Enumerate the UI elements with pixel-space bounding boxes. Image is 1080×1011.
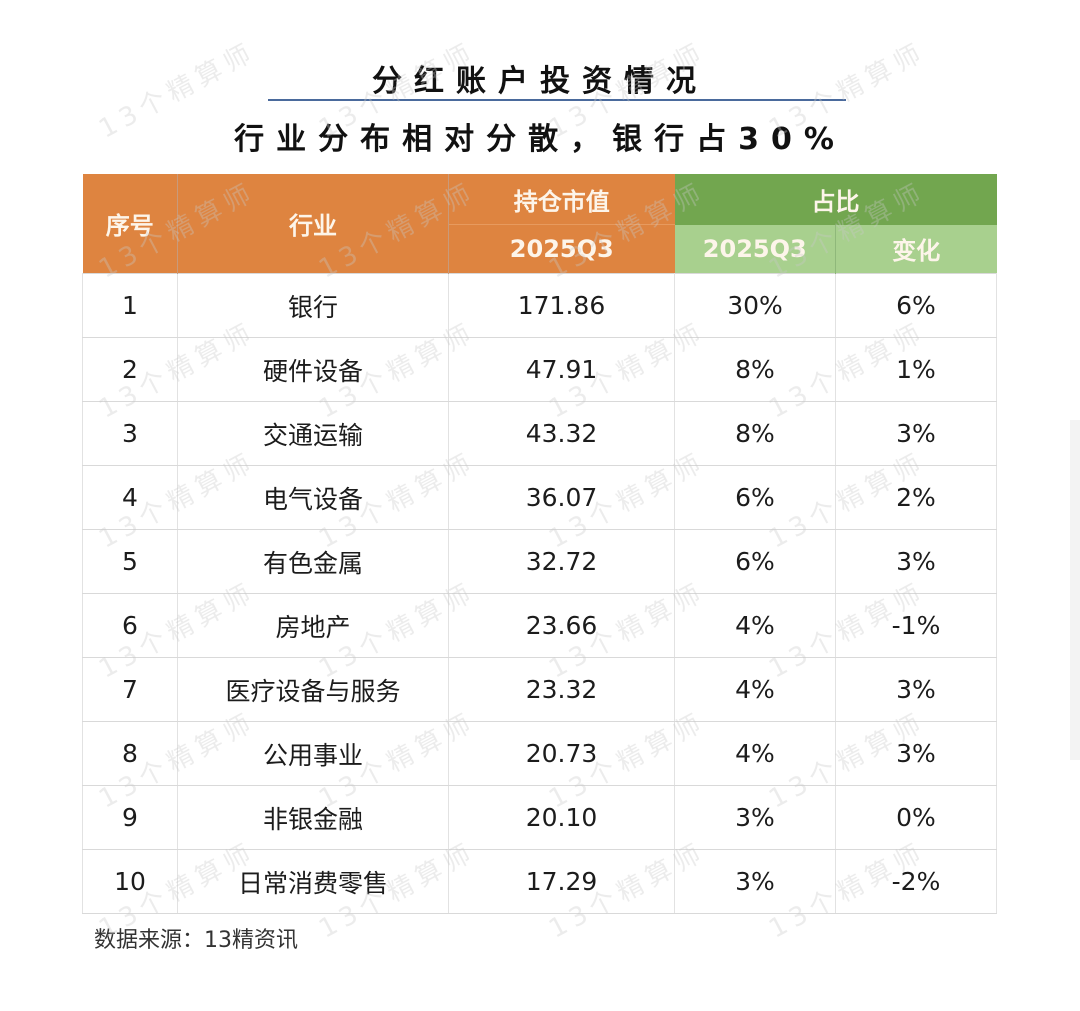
row-industry: 交通运输 — [177, 401, 449, 466]
row-market-value: 23.66 — [448, 593, 675, 658]
row-change: -2% — [835, 849, 997, 914]
row-index: 2 — [82, 337, 178, 402]
row-industry: 非银金融 — [177, 785, 449, 850]
row-market-value: 43.32 — [448, 401, 675, 466]
column-header-share-change: 变化 — [835, 224, 997, 274]
table-row: 4 电气设备 36.07 6% 2% — [82, 465, 997, 530]
column-header-industry: 行业 — [177, 174, 449, 274]
column-header-market-value-period: 2025Q3 — [448, 224, 675, 274]
column-header-market-value: 持仓市值 — [448, 174, 675, 225]
row-market-value: 23.32 — [448, 657, 675, 722]
row-share: 4% — [674, 593, 836, 658]
table-row: 5 有色金属 32.72 6% 3% — [82, 529, 997, 594]
table-row: 8 公用事业 20.73 4% 3% — [82, 721, 997, 786]
row-index: 10 — [82, 849, 178, 914]
row-market-value: 171.86 — [448, 273, 675, 338]
row-industry: 有色金属 — [177, 529, 449, 594]
title-divider — [268, 99, 846, 101]
row-share: 30% — [674, 273, 836, 338]
row-share: 8% — [674, 401, 836, 466]
row-change: 2% — [835, 465, 997, 530]
row-industry: 银行 — [177, 273, 449, 338]
page-subtitle: 行业分布相对分散，银行占30% — [234, 122, 846, 157]
row-market-value: 47.91 — [448, 337, 675, 402]
row-share: 8% — [674, 337, 836, 402]
row-industry: 房地产 — [177, 593, 449, 658]
column-header-index: 序号 — [82, 174, 178, 274]
row-index: 6 — [82, 593, 178, 658]
column-header-share: 占比 — [674, 174, 997, 225]
table-row: 7 医疗设备与服务 23.32 4% 3% — [82, 657, 997, 722]
row-index: 8 — [82, 721, 178, 786]
table-row: 2 硬件设备 47.91 8% 1% — [82, 337, 997, 402]
edge-shadow — [1070, 420, 1080, 760]
row-index: 4 — [82, 465, 178, 530]
row-industry: 医疗设备与服务 — [177, 657, 449, 722]
row-index: 7 — [82, 657, 178, 722]
row-change: 0% — [835, 785, 997, 850]
page-title: 分红账户投资情况 — [372, 64, 708, 99]
row-market-value: 36.07 — [448, 465, 675, 530]
table-row: 1 银行 171.86 30% 6% — [82, 273, 997, 338]
table-row: 9 非银金融 20.10 3% 0% — [82, 785, 997, 850]
row-share: 6% — [674, 529, 836, 594]
data-source-note: 数据来源：13精资讯 — [94, 928, 298, 953]
row-change: 3% — [835, 657, 997, 722]
row-change: 1% — [835, 337, 997, 402]
row-index: 5 — [82, 529, 178, 594]
row-industry: 电气设备 — [177, 465, 449, 530]
row-industry: 公用事业 — [177, 721, 449, 786]
table-row: 3 交通运输 43.32 8% 3% — [82, 401, 997, 466]
row-change: -1% — [835, 593, 997, 658]
row-share: 4% — [674, 721, 836, 786]
table-row: 6 房地产 23.66 4% -1% — [82, 593, 997, 658]
row-market-value: 17.29 — [448, 849, 675, 914]
column-header-share-period: 2025Q3 — [674, 224, 836, 274]
row-change: 3% — [835, 401, 997, 466]
row-share: 4% — [674, 657, 836, 722]
row-industry: 日常消费零售 — [177, 849, 449, 914]
row-market-value: 20.10 — [448, 785, 675, 850]
row-index: 3 — [82, 401, 178, 466]
industry-allocation-table: 序号 行业 持仓市值 占比 2025Q3 2025Q3 变化 1 银行 171.… — [82, 174, 997, 914]
row-industry: 硬件设备 — [177, 337, 449, 402]
row-market-value: 20.73 — [448, 721, 675, 786]
row-index: 1 — [82, 273, 178, 338]
row-change: 3% — [835, 721, 997, 786]
row-index: 9 — [82, 785, 178, 850]
row-share: 3% — [674, 849, 836, 914]
row-market-value: 32.72 — [448, 529, 675, 594]
row-change: 6% — [835, 273, 997, 338]
row-share: 3% — [674, 785, 836, 850]
row-share: 6% — [674, 465, 836, 530]
table-row: 10 日常消费零售 17.29 3% -2% — [82, 849, 997, 914]
row-change: 3% — [835, 529, 997, 594]
